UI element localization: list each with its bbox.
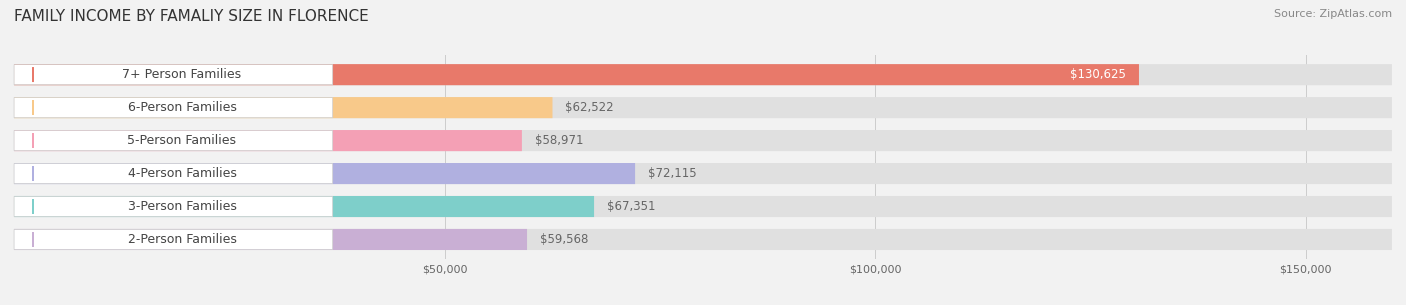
Text: $67,351: $67,351: [607, 200, 655, 213]
Text: $62,522: $62,522: [565, 101, 614, 114]
FancyBboxPatch shape: [14, 65, 333, 85]
Text: FAMILY INCOME BY FAMALIY SIZE IN FLORENCE: FAMILY INCOME BY FAMALIY SIZE IN FLORENC…: [14, 9, 368, 24]
FancyBboxPatch shape: [14, 229, 1392, 250]
Text: 6-Person Families: 6-Person Families: [128, 101, 236, 114]
Text: 3-Person Families: 3-Person Families: [128, 200, 236, 213]
FancyBboxPatch shape: [14, 64, 1139, 85]
FancyBboxPatch shape: [14, 163, 1392, 184]
FancyBboxPatch shape: [14, 196, 333, 217]
FancyBboxPatch shape: [14, 97, 1392, 118]
FancyBboxPatch shape: [14, 98, 333, 118]
Text: $130,625: $130,625: [1070, 68, 1126, 81]
Text: 7+ Person Families: 7+ Person Families: [122, 68, 242, 81]
FancyBboxPatch shape: [14, 229, 333, 249]
Text: 5-Person Families: 5-Person Families: [128, 134, 236, 147]
FancyBboxPatch shape: [14, 130, 522, 151]
FancyBboxPatch shape: [14, 130, 1392, 151]
FancyBboxPatch shape: [14, 64, 1392, 85]
Text: Source: ZipAtlas.com: Source: ZipAtlas.com: [1274, 9, 1392, 19]
FancyBboxPatch shape: [14, 196, 1392, 217]
Text: $59,568: $59,568: [540, 233, 588, 246]
FancyBboxPatch shape: [14, 131, 333, 151]
FancyBboxPatch shape: [14, 163, 333, 184]
FancyBboxPatch shape: [14, 163, 636, 184]
FancyBboxPatch shape: [14, 229, 527, 250]
Text: 2-Person Families: 2-Person Families: [128, 233, 236, 246]
FancyBboxPatch shape: [14, 196, 595, 217]
Text: $58,971: $58,971: [534, 134, 583, 147]
Text: 4-Person Families: 4-Person Families: [128, 167, 236, 180]
Text: $72,115: $72,115: [648, 167, 696, 180]
FancyBboxPatch shape: [14, 97, 553, 118]
